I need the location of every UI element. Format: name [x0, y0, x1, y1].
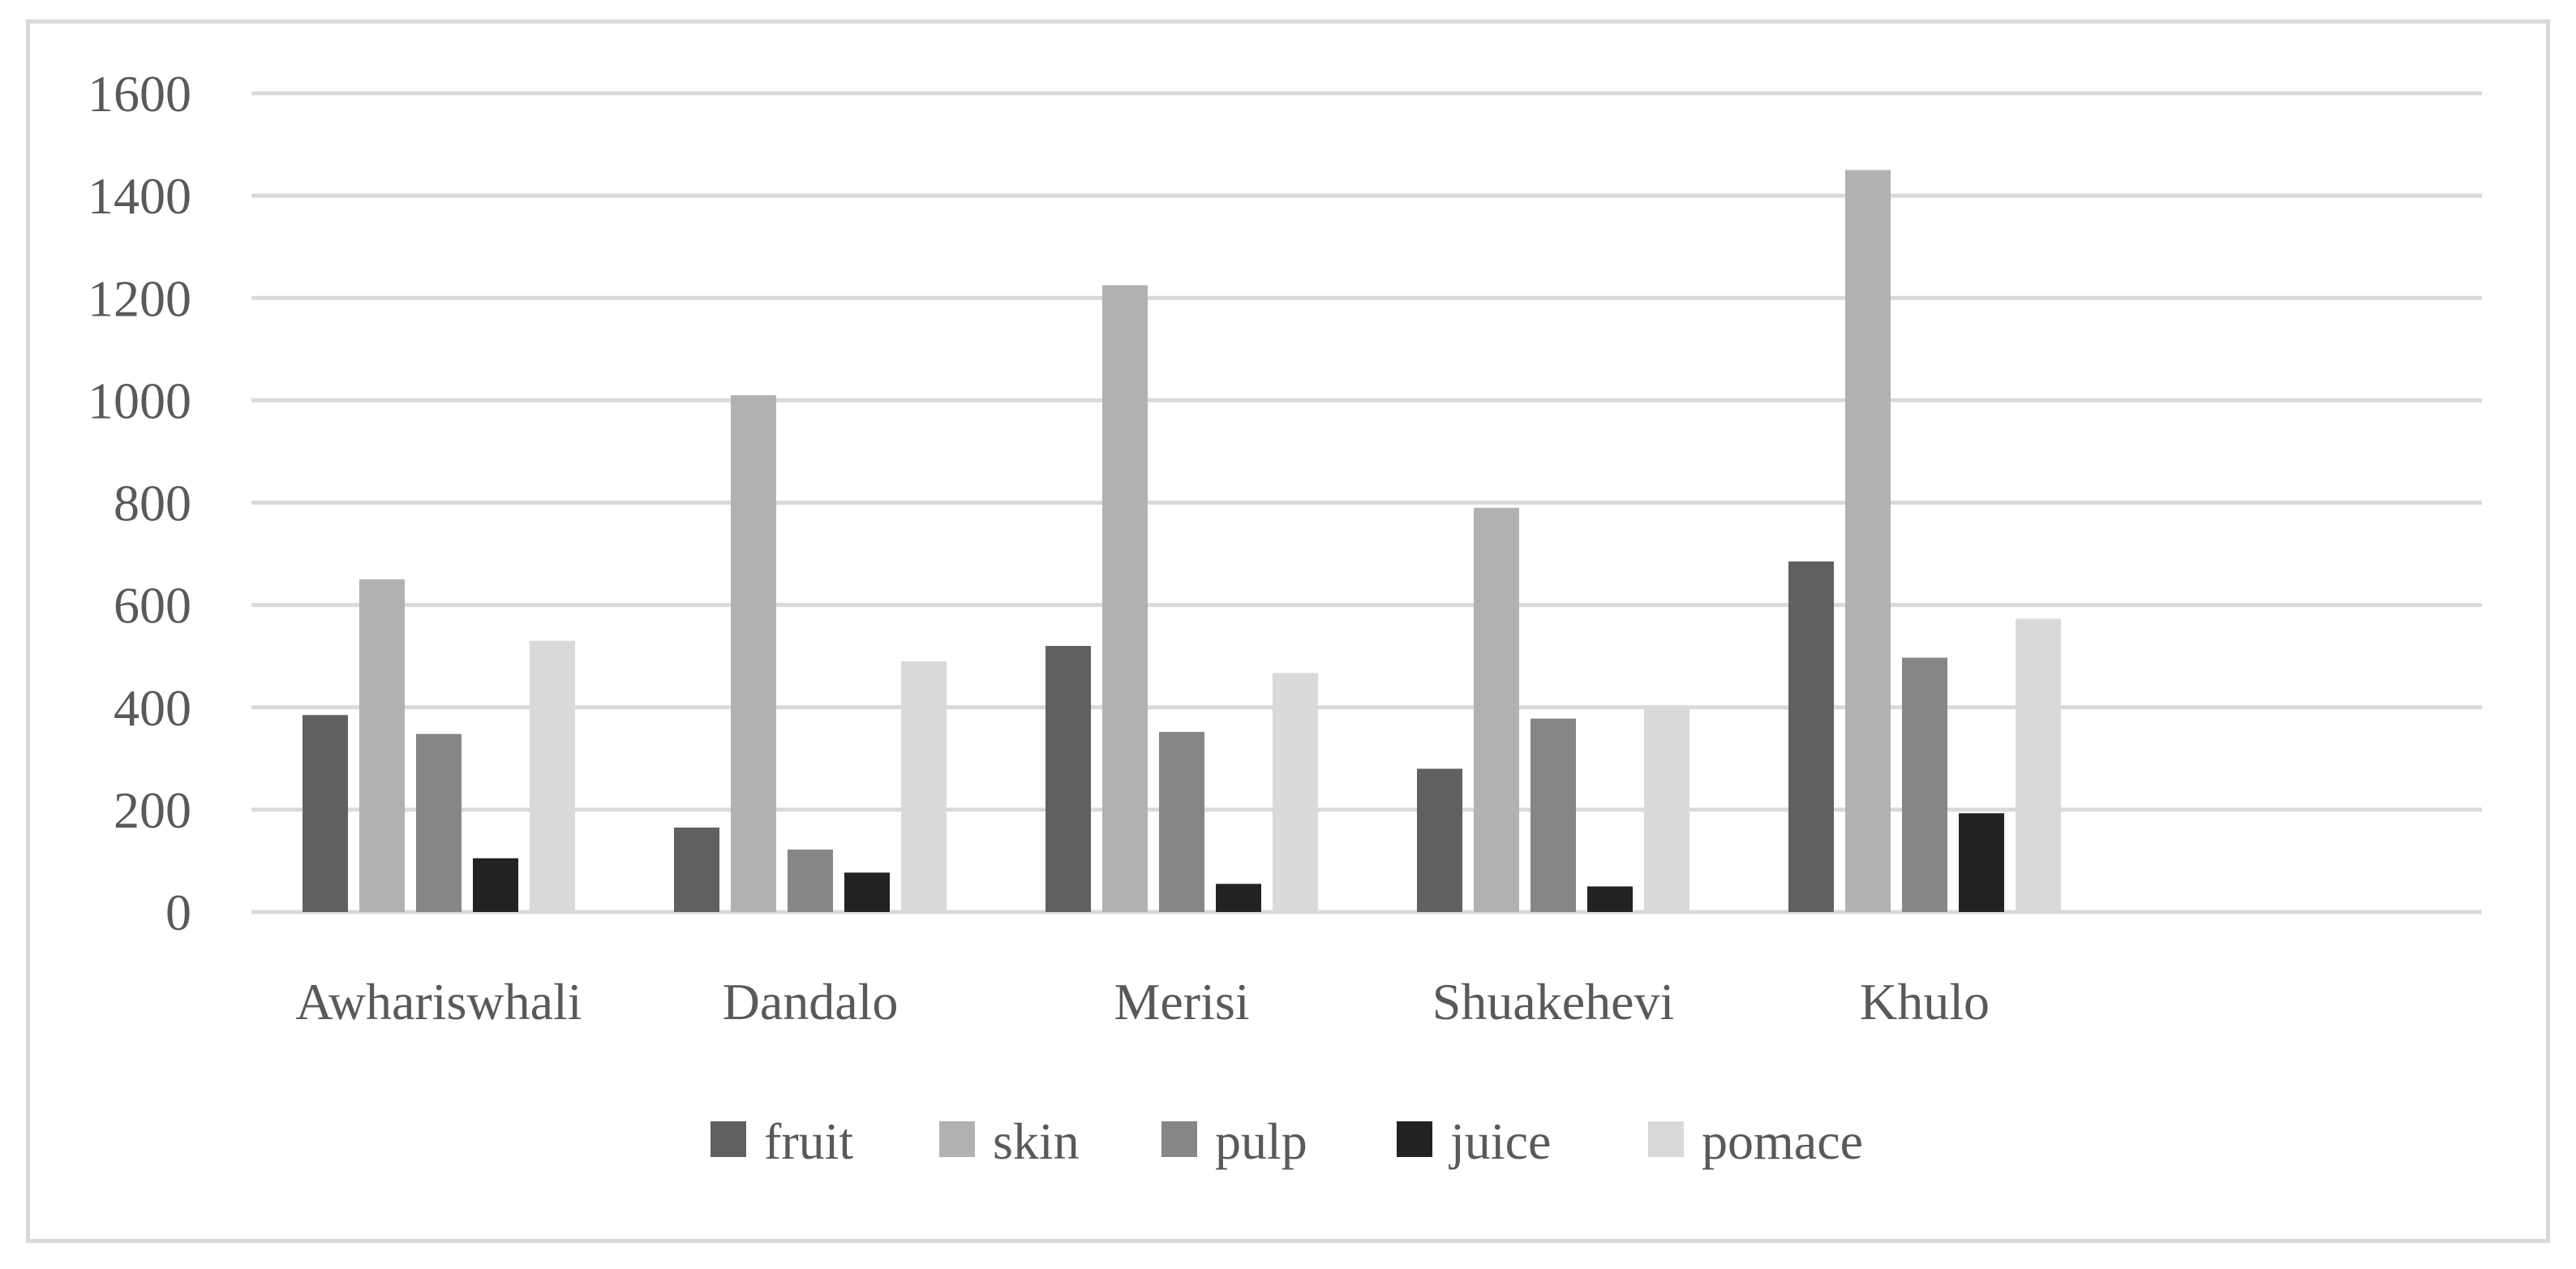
bar-pulp-awhariswhali — [416, 733, 462, 912]
y-tick-label: 800 — [114, 475, 191, 532]
bar-skin-shuakehevi — [1474, 507, 1519, 912]
bar-fruit-dandalo — [674, 827, 719, 912]
y-axis-ticks: 0 200 400 600 800 1000 1200 1400 1600 — [88, 65, 191, 941]
bar-skin-dandalo — [731, 395, 776, 913]
bar-juice-khulo — [1959, 813, 2004, 912]
bars — [303, 170, 2061, 913]
bar-pomace-dandalo — [901, 660, 947, 912]
y-tick-label: 1400 — [88, 167, 191, 225]
bar-pulp-merisi — [1159, 732, 1204, 912]
y-tick-label: 200 — [114, 781, 191, 839]
bar-fruit-shuakehevi — [1417, 768, 1462, 912]
chart-frame — [26, 19, 2550, 1243]
legend-swatch-skin — [939, 1121, 975, 1157]
bar-juice-merisi — [1216, 884, 1261, 912]
category-label: Khulo — [1860, 973, 1990, 1030]
legend-swatch-fruit — [711, 1121, 746, 1157]
bar-skin-khulo — [1845, 170, 1891, 912]
bar-pomace-khulo — [2016, 618, 2061, 912]
bar-fruit-khulo — [1788, 561, 1834, 912]
legend-label-pomace: pomace — [1702, 1112, 1863, 1170]
bar-skin-awhariswhali — [359, 579, 405, 912]
bar-skin-merisi — [1102, 285, 1148, 912]
legend-swatch-pomace — [1648, 1121, 1684, 1157]
y-tick-label: 0 — [165, 884, 191, 941]
legend-label-skin: skin — [993, 1112, 1080, 1170]
bar-pulp-khulo — [1902, 657, 1947, 912]
legend-label-fruit: fruit — [764, 1112, 853, 1170]
y-tick-label: 400 — [114, 679, 191, 737]
legend-label-juice: juice — [1449, 1112, 1551, 1170]
y-tick-label: 1600 — [88, 65, 191, 123]
y-tick-label: 1200 — [88, 269, 191, 327]
bar-juice-shuakehevi — [1587, 886, 1633, 912]
bar-fruit-awhariswhali — [303, 715, 348, 912]
bar-juice-awhariswhali — [473, 858, 518, 912]
category-label: Dandalo — [723, 973, 899, 1030]
category-labels: Awhariswhali Dandalo Merisi Shuakehevi Khulo — [295, 973, 1990, 1030]
legend: fruit skin pulp juice pomace — [711, 1112, 1863, 1170]
y-tick-label: 600 — [114, 577, 191, 634]
bar-juice-dandalo — [844, 872, 890, 912]
legend-label-pulp: pulp — [1215, 1112, 1307, 1170]
category-label: Awhariswhali — [295, 973, 582, 1030]
bar-pomace-shuakehevi — [1644, 707, 1689, 912]
y-tick-label: 1000 — [88, 372, 191, 429]
bar-pulp-dandalo — [788, 850, 833, 912]
category-label: Shuakehevi — [1432, 973, 1675, 1030]
bar-pulp-shuakehevi — [1531, 718, 1576, 912]
legend-swatch-juice — [1397, 1121, 1432, 1157]
bar-pomace-merisi — [1273, 673, 1318, 912]
legend-swatch-pulp — [1161, 1121, 1197, 1157]
bar-pomace-awhariswhali — [530, 640, 575, 912]
gridlines — [251, 91, 2482, 914]
category-label: Merisi — [1114, 973, 1249, 1030]
bar-fruit-merisi — [1045, 646, 1091, 912]
